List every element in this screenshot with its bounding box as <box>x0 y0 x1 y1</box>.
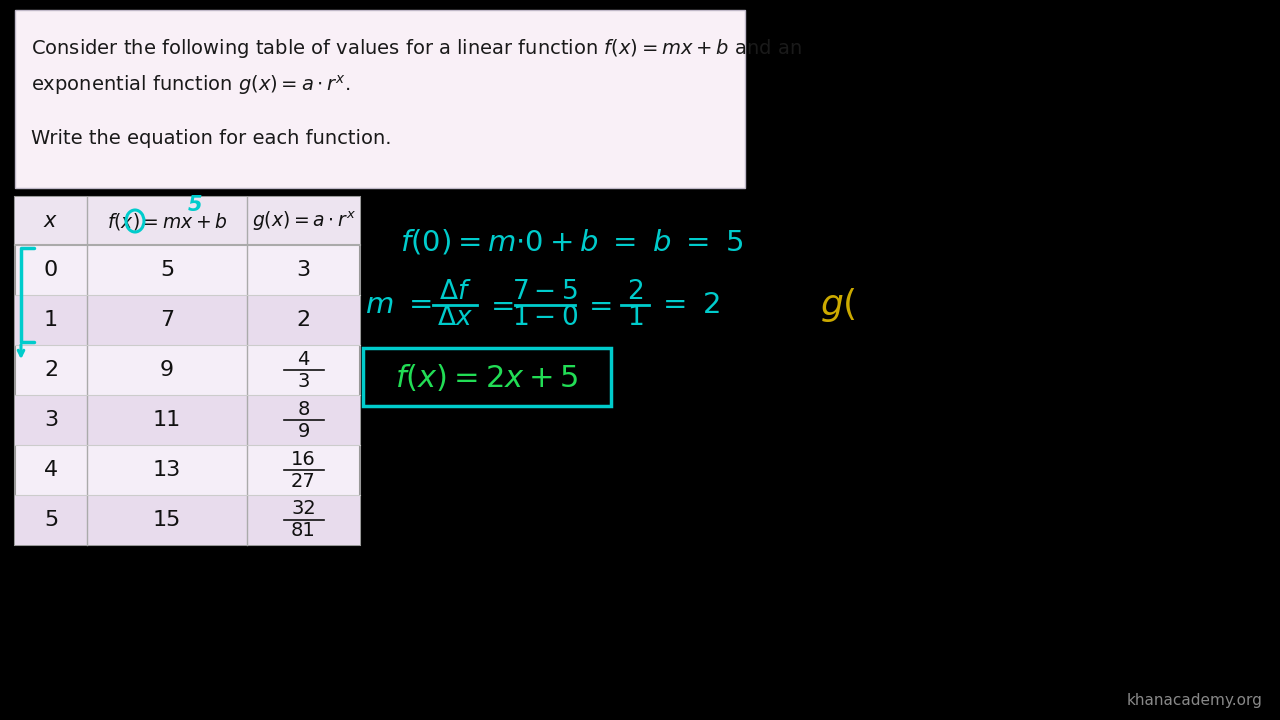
Text: $f(x) = 2x + 5$: $f(x) = 2x + 5$ <box>396 361 579 392</box>
Text: khanacademy.org: khanacademy.org <box>1126 693 1262 708</box>
Text: 15: 15 <box>152 510 182 530</box>
FancyBboxPatch shape <box>15 197 360 545</box>
Text: $7 - 5$: $7 - 5$ <box>512 279 577 305</box>
FancyBboxPatch shape <box>15 10 745 188</box>
FancyBboxPatch shape <box>15 197 360 245</box>
Text: exponential function $g(x) = a \cdot r^x$.: exponential function $g(x) = a \cdot r^x… <box>31 73 351 97</box>
Text: $\Delta f$: $\Delta f$ <box>439 279 471 305</box>
Text: 3: 3 <box>297 260 311 280</box>
Text: $x$: $x$ <box>44 211 59 231</box>
Text: Write the equation for each function.: Write the equation for each function. <box>31 128 392 148</box>
Text: 8: 8 <box>297 400 310 418</box>
Text: 4: 4 <box>297 349 310 369</box>
Text: 27: 27 <box>291 472 316 490</box>
Text: 9: 9 <box>297 421 310 441</box>
Text: 7: 7 <box>160 310 174 330</box>
Text: 4: 4 <box>44 460 58 480</box>
Text: $g($: $g($ <box>820 286 856 324</box>
Text: 32: 32 <box>291 500 316 518</box>
Text: 1: 1 <box>44 310 58 330</box>
FancyBboxPatch shape <box>15 295 360 345</box>
Text: $g(x) = a \cdot r^x$: $g(x) = a \cdot r^x$ <box>252 210 356 233</box>
Text: $1$: $1$ <box>627 305 643 331</box>
Text: $=$: $=$ <box>485 291 515 319</box>
Text: $=\ 2$: $=\ 2$ <box>657 291 719 319</box>
Text: 0: 0 <box>44 260 58 280</box>
Text: $f(x) = mx + b$: $f(x) = mx + b$ <box>106 210 228 232</box>
Text: $f(0) = m{\cdot}0 + b\ =\ b\ =\ 5$: $f(0) = m{\cdot}0 + b\ =\ b\ =\ 5$ <box>399 228 744 256</box>
Text: $m\ =$: $m\ =$ <box>365 291 431 319</box>
Text: 2: 2 <box>44 360 58 380</box>
FancyBboxPatch shape <box>15 395 360 445</box>
Text: 5: 5 <box>160 260 174 280</box>
Text: 13: 13 <box>152 460 182 480</box>
Text: $1 - 0$: $1 - 0$ <box>512 305 579 331</box>
Text: 16: 16 <box>291 449 316 469</box>
Text: 2: 2 <box>297 310 311 330</box>
Text: $\Delta x$: $\Delta x$ <box>436 305 472 331</box>
Text: $=$: $=$ <box>582 291 612 319</box>
FancyBboxPatch shape <box>15 495 360 545</box>
Text: 3: 3 <box>297 372 310 390</box>
Text: 5: 5 <box>44 510 58 530</box>
Text: 81: 81 <box>291 521 316 541</box>
Text: 9: 9 <box>160 360 174 380</box>
Text: Consider the following table of values for a linear function $f(x) = mx + b$ and: Consider the following table of values f… <box>31 37 801 60</box>
Text: 11: 11 <box>152 410 182 430</box>
Text: 5: 5 <box>188 195 202 215</box>
Text: 3: 3 <box>44 410 58 430</box>
Text: $2$: $2$ <box>627 279 643 305</box>
